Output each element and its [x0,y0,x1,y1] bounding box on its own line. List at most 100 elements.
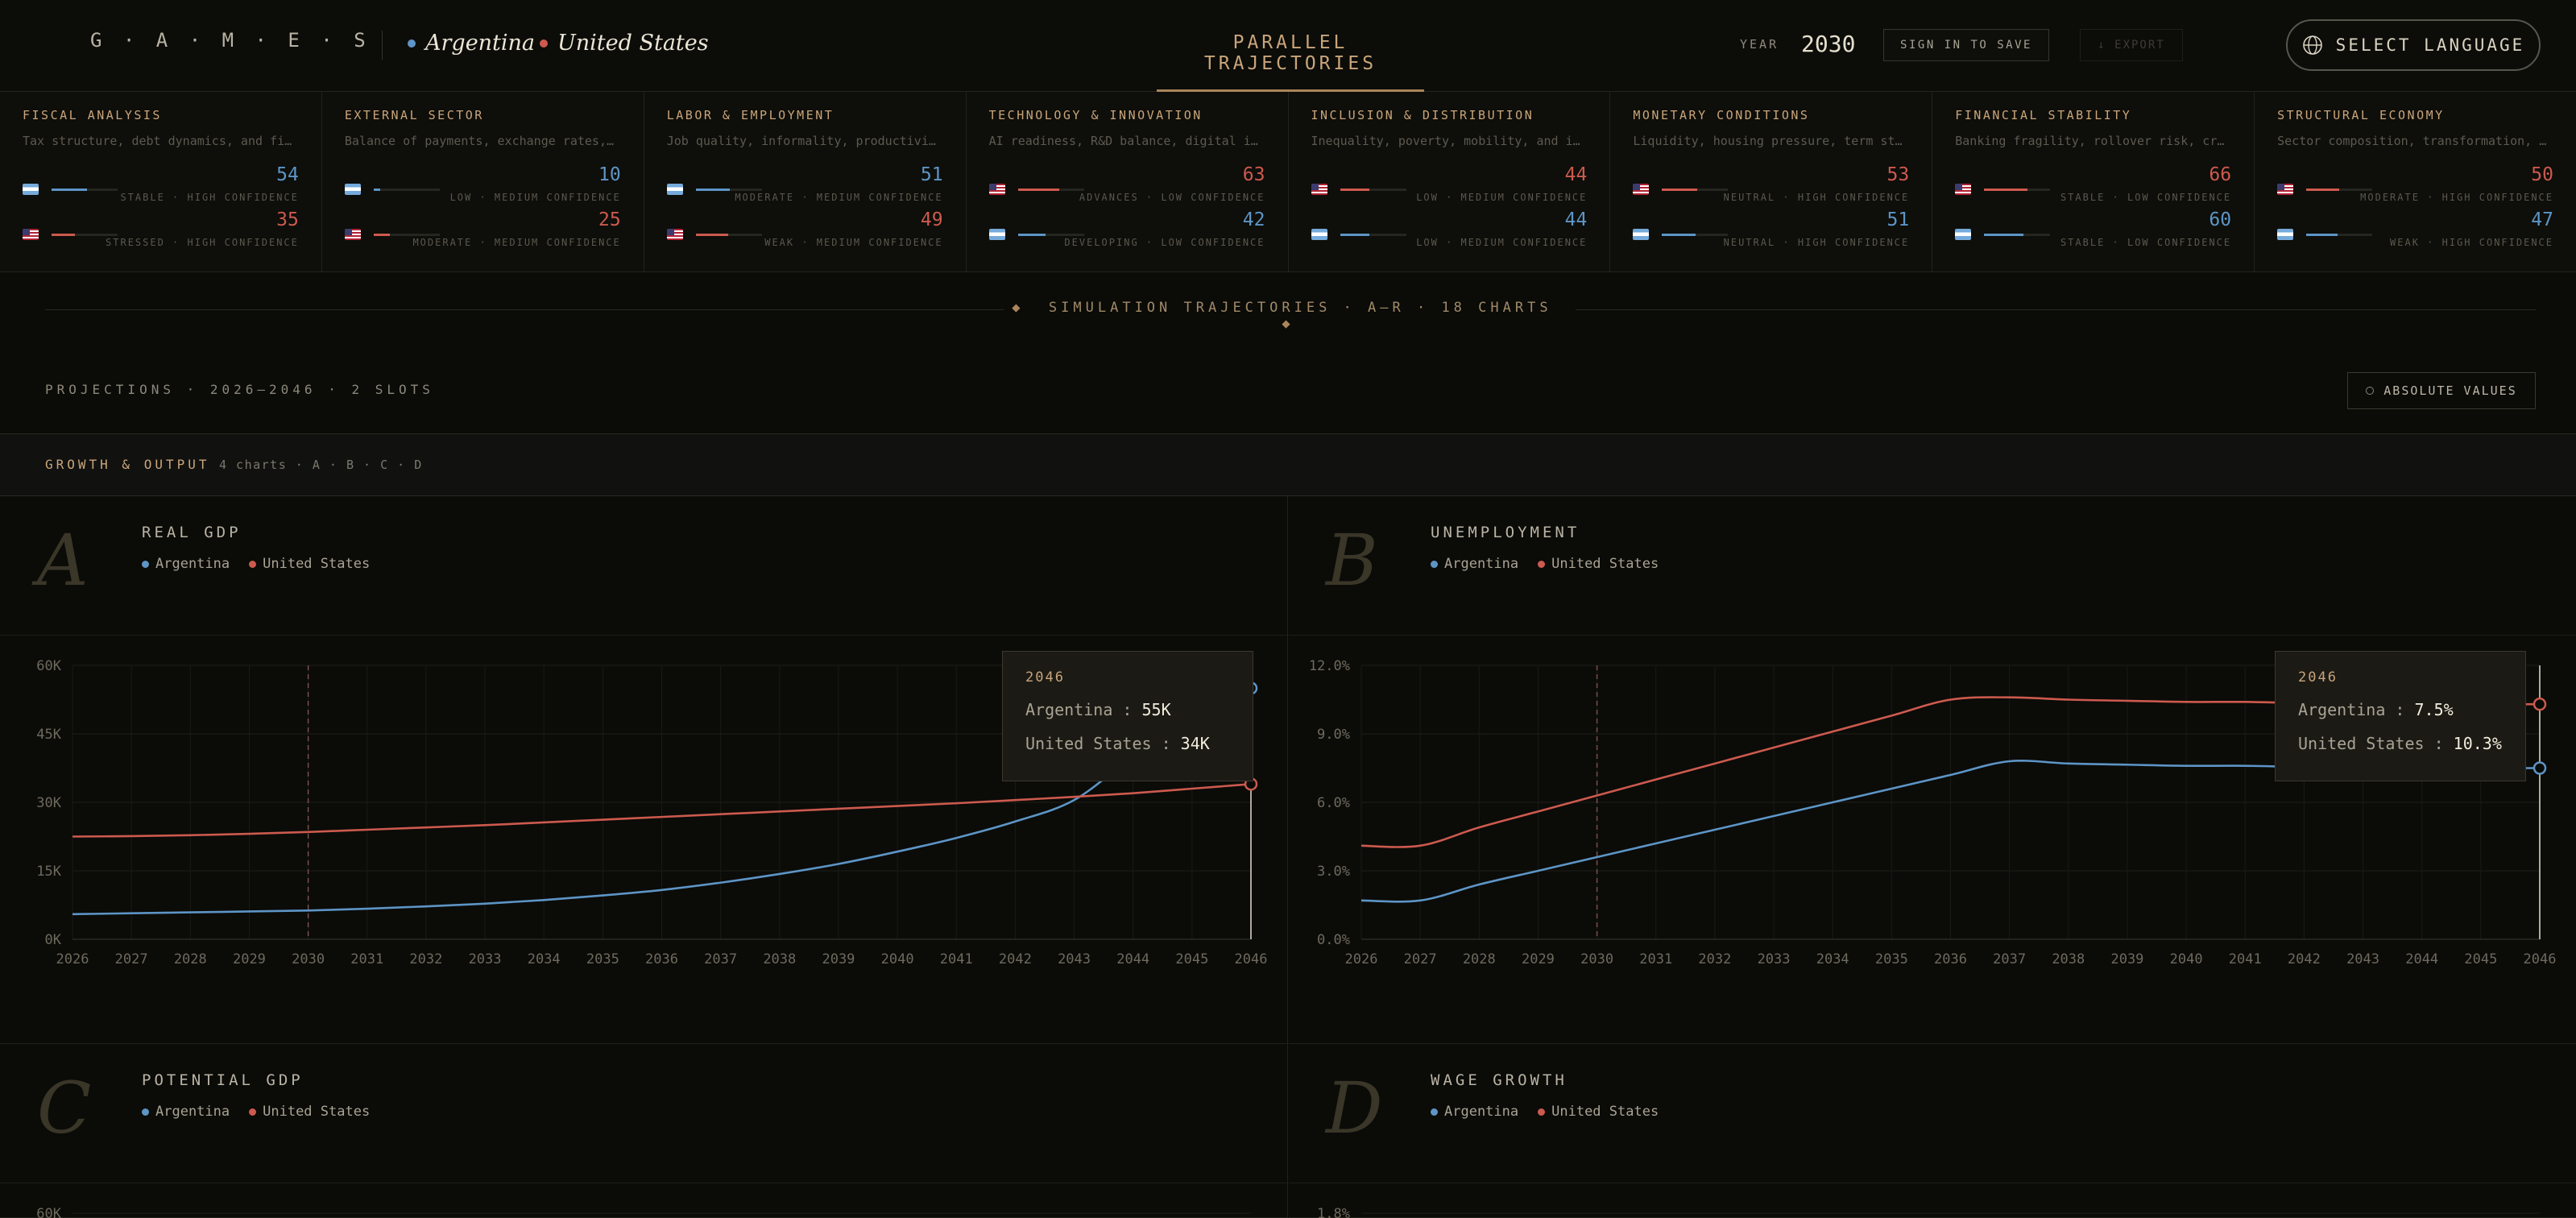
legend-label: Argentina [1444,556,1519,572]
score-bar-fill [2306,188,2340,191]
score-bar-fill [1340,234,1369,236]
tooltip-row-argentina: Argentina : 7.5% [2298,700,2454,719]
sign-in-button[interactable]: SIGN IN TO SAVE [1883,29,2049,61]
export-button[interactable]: ↓ EXPORT [2080,29,2183,61]
score-bar-fill [1662,188,1697,191]
score-bar-fill [1984,188,2028,191]
section-rule-right [1576,309,2536,310]
united-states-dot-icon [540,39,548,48]
card-title: MONETARY CONDITIONS [1633,108,1810,122]
x-tick-label: 2026 [1345,951,1378,967]
score-bar-fill [52,188,88,191]
score-bar-fill [695,234,728,236]
x-tick-label: 2029 [1522,951,1555,967]
score-value: 42 [1242,209,1265,230]
score-status: MODERATE · MEDIUM CONFIDENCE [412,237,621,248]
x-tick-label: 2035 [1875,951,1908,967]
group-header[interactable]: GROWTH & OUTPUT 4 charts · A · B · C · D [0,433,2576,496]
y-tick-label: 3.0% [1317,864,1350,880]
score-status: STABLE · LOW CONFIDENCE [2060,192,2232,203]
score-row: 51 MODERATE · MEDIUM CONFIDENCE [666,164,943,205]
line-chart[interactable]: 1.8% [1289,1183,2576,1218]
score-bar [695,188,762,191]
y-tick-label: 0.0% [1317,932,1350,948]
score-bar [2306,188,2373,191]
x-tick-label: 2045 [1175,951,1208,967]
select-language-button[interactable]: SELECT LANGUAGE [2286,19,2541,71]
legend-item-argentina[interactable]: Argentina [142,556,230,572]
argentina-flag-icon [666,184,683,195]
score-row: 51 NEUTRAL · HIGH CONFIDENCE [1633,209,1909,250]
panel-title: UNEMPLOYMENT [1431,524,1580,541]
chart-panel: D WAGE GROWTH Argentina United States 1.… [1289,1044,2576,1218]
score-bar [2306,234,2373,236]
dimension-card[interactable]: STRUCTURAL ECONOMY Sector composition, t… [2255,92,2576,271]
tab-parallel-trajectories[interactable]: PARALLEL TRAJECTORIES [1203,32,1377,74]
absolute-values-toggle[interactable]: ABSOLUTE VALUES [2347,372,2536,409]
country-a-selector[interactable]: Argentina [408,31,535,56]
top-bar: G · A · M · E · S Argentina United State… [0,0,2576,92]
dimension-card[interactable]: EXTERNAL SECTOR Balance of payments, exc… [322,92,644,271]
legend-item-argentina[interactable]: Argentina [142,1104,230,1120]
y-tick-label: 30K [36,795,61,811]
score-bar [373,234,440,236]
legend-label: Argentina [155,1104,230,1120]
panel-letter: C [37,1067,92,1150]
score-bar-fill [52,234,75,236]
legend-item-united-states[interactable]: United States [1538,1104,1659,1120]
x-tick-label: 2032 [409,951,442,967]
score-bar [52,188,118,191]
legend-item-united-states[interactable]: United States [1538,556,1659,572]
x-tick-label: 2031 [350,951,383,967]
x-tick-label: 2037 [704,951,737,967]
country-b-selector[interactable]: United States [540,31,709,56]
argentina-flag-icon [2277,229,2294,240]
legend-item-argentina[interactable]: Argentina [1431,1104,1518,1120]
tooltip-year: 2046 [2298,669,2338,686]
score-value: 25 [598,209,621,230]
score-row: 35 STRESSED · HIGH CONFIDENCE [23,209,299,250]
dimension-card[interactable]: FINANCIAL STABILITY Banking fragility, r… [1932,92,2255,271]
score-status: STABLE · HIGH CONFIDENCE [120,192,299,203]
x-tick-label: 2036 [645,951,678,967]
legend-item-argentina[interactable]: Argentina [1431,556,1518,572]
app-logo[interactable]: G · A · M · E · S [90,29,371,52]
legend-item-united-states[interactable]: United States [249,1104,370,1120]
select-language-label: SELECT LANGUAGE [2335,35,2525,55]
legend-dot-icon [249,560,257,568]
x-tick-label: 2038 [2052,951,2085,967]
legend-item-united-states[interactable]: United States [249,556,370,572]
year-selector[interactable]: 2030 [1801,31,1856,57]
absolute-values-label: ABSOLUTE VALUES [2383,383,2517,398]
tooltip-value: 34K [1180,734,1210,753]
united-states-flag-icon [988,184,1005,195]
dimension-card[interactable]: MONETARY CONDITIONS Liquidity, housing p… [1610,92,1933,271]
dimension-card[interactable]: INCLUSION & DISTRIBUTION Inequality, pov… [1289,92,1611,271]
score-bar [1017,188,1084,191]
legend-label: United States [1551,1104,1659,1120]
dimension-card[interactable]: FISCAL ANALYSIS Tax structure, debt dyna… [0,92,322,271]
y-tick-label: 60K [36,1206,61,1218]
score-value: 44 [1564,209,1588,230]
score-value: 44 [1564,164,1588,185]
dimension-card[interactable]: TECHNOLOGY & INNOVATION AI readiness, R&… [967,92,1289,271]
line-chart[interactable]: 60K [0,1183,1288,1218]
score-bar [52,234,118,236]
x-tick-label: 2042 [2288,951,2321,967]
x-tick-label: 2027 [1404,951,1437,967]
line-chart[interactable]: 0K 15K 30K 45K 60K 2026 2027 2028 2029 2030 2031 20… [0,635,1288,1044]
united-states-flag-icon [1955,184,1972,195]
x-tick-label: 2041 [940,951,973,967]
legend-dot-icon [1431,560,1438,568]
score-bar [1340,188,1406,191]
score-status: MODERATE · HIGH CONFIDENCE [2360,192,2553,203]
tooltip-value: 55K [1141,700,1171,719]
united-states-flag-icon [1633,184,1650,195]
dimension-card[interactable]: LABOR & EMPLOYMENT Job quality, informal… [644,92,967,271]
score-status: LOW · MEDIUM CONFIDENCE [1416,237,1588,248]
score-bar-fill [1340,188,1369,191]
score-row: 25 MODERATE · MEDIUM CONFIDENCE [344,209,621,250]
score-status: DEVELOPING · LOW CONFIDENCE [1064,237,1265,248]
x-tick-label: 2031 [1639,951,1672,967]
score-bar-fill [2306,234,2338,236]
